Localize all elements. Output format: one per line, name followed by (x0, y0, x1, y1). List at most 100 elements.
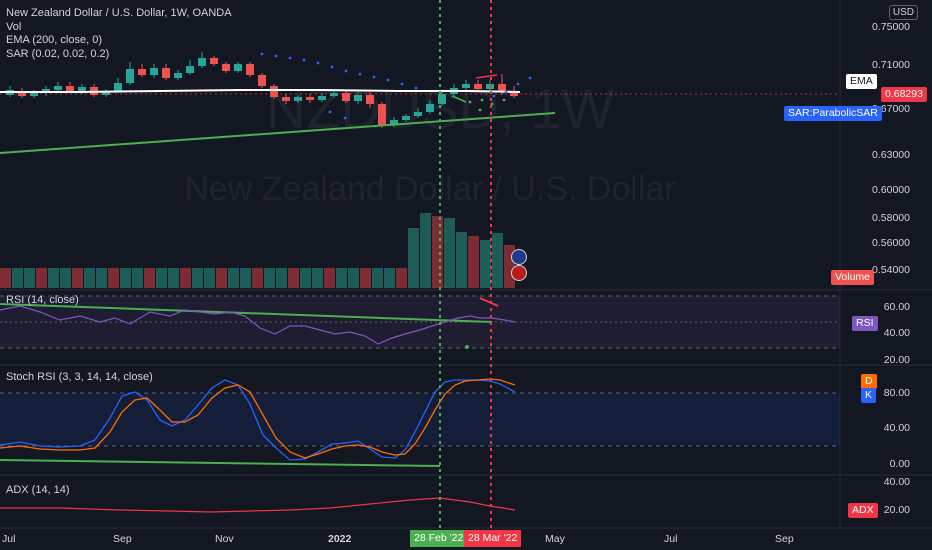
volume-bar (180, 268, 191, 288)
candle (342, 93, 350, 101)
volume-bar (336, 268, 347, 288)
sar-dot (260, 52, 264, 56)
volume-bar (312, 268, 323, 288)
sar-dot (302, 58, 306, 62)
volume-bar (372, 268, 383, 288)
date-badge-red[interactable]: 28 Mar '22 (464, 530, 522, 547)
candle (102, 91, 110, 95)
volume-tag[interactable]: Volume (831, 270, 875, 285)
rsi-trendline[interactable] (0, 303, 493, 323)
volume-bar (456, 232, 467, 288)
candle (114, 83, 122, 91)
sar-dot (316, 61, 320, 65)
rsi-tag[interactable]: RSI (852, 316, 878, 331)
price-tick: 0.71000 (872, 59, 910, 71)
candle (354, 95, 362, 101)
price-divergence-line-green[interactable] (451, 95, 467, 103)
price-tick: 0.56000 (872, 237, 910, 249)
sar-dot (504, 90, 508, 94)
volume-bar (492, 233, 503, 288)
sar-dot (516, 82, 520, 86)
adx-tag[interactable]: ADX (848, 503, 878, 518)
us-flag-icon[interactable] (511, 265, 527, 281)
volume-bar (132, 268, 143, 288)
candle (198, 58, 206, 66)
volume-bar (36, 268, 47, 288)
volume-bar (300, 268, 311, 288)
volume-bar (84, 268, 95, 288)
rsi-marker-dot (465, 345, 469, 349)
volume-bar (192, 268, 203, 288)
price-tick: 0.75000 (872, 21, 910, 33)
volume-bar (24, 268, 35, 288)
candle (306, 97, 314, 100)
sar-dot (400, 82, 404, 86)
price-trendline[interactable] (0, 112, 556, 154)
sar-dot (328, 110, 332, 114)
candle (330, 93, 338, 96)
sar-dot (478, 108, 482, 112)
indicator-ema-label[interactable]: EMA (200, close, 0) (6, 34, 102, 46)
price-divergence-line[interactable] (475, 74, 498, 79)
volume-bar (228, 268, 239, 288)
indicator-vol-label[interactable]: Vol (6, 20, 22, 33)
volume-bar (216, 268, 227, 288)
stoch-pane-title[interactable]: Stoch RSI (3, 3, 14, 14, close) (6, 371, 153, 383)
stoch-tick: 40.00 (883, 422, 910, 434)
candle (150, 68, 158, 75)
symbol-title[interactable]: New Zealand Dollar / U.S. Dollar, 1W, OA… (6, 7, 232, 19)
currency-button[interactable]: USD (888, 5, 918, 20)
sar-tag[interactable]: SAR:ParabolicSAR (784, 106, 882, 121)
volume-bar (264, 268, 275, 288)
candle (78, 87, 86, 91)
volume-bar (240, 268, 251, 288)
stoch-k-tag[interactable]: K (861, 388, 877, 403)
volume-bar (204, 268, 215, 288)
stoch-trendline[interactable] (0, 459, 441, 467)
candle (282, 97, 290, 101)
candle (510, 92, 518, 96)
volume-bar (504, 245, 515, 288)
candle (438, 94, 446, 104)
candle (426, 104, 434, 112)
sar-dot (288, 56, 292, 60)
indicator-sar-label[interactable]: SAR (0.02, 0.02, 0.2) (6, 47, 110, 60)
volume-bar (432, 216, 443, 288)
chart-legend: New Zealand Dollar / U.S. Dollar, 1W, OA… (6, 7, 232, 61)
candle (366, 95, 374, 104)
volume-bar (420, 213, 431, 288)
volume-bar (324, 268, 335, 288)
ema-tag[interactable]: EMA (846, 74, 877, 89)
volume-bar (60, 268, 71, 288)
sar-dot (502, 98, 506, 102)
price-tick: 0.58000 (872, 212, 910, 224)
rsi-divergence-line[interactable] (479, 297, 499, 307)
candle (378, 104, 386, 125)
candle (210, 58, 218, 64)
nz-flag-icon[interactable] (511, 249, 527, 265)
rsi-tick: 40.00 (883, 327, 910, 339)
sar-dot (274, 54, 278, 58)
volume-bar (276, 268, 287, 288)
candle (66, 86, 74, 91)
volume-bar (396, 268, 407, 288)
date-badge-green[interactable]: 28 Feb '22 (410, 530, 468, 547)
current-price-tag[interactable]: 0.68293 (881, 87, 927, 102)
candle (294, 97, 302, 101)
candle (138, 69, 146, 75)
stoch-d-tag[interactable]: D (861, 374, 877, 389)
volume-bar (468, 236, 479, 288)
sar-dot (344, 69, 348, 73)
sar-dot (330, 65, 334, 69)
volume-bar (252, 268, 263, 288)
adx-tick: 20.00 (883, 504, 910, 516)
volume-bar (384, 268, 395, 288)
sar-dot (386, 78, 390, 82)
rsi-tick: 20.00 (883, 354, 910, 366)
time-label: Nov (215, 533, 234, 545)
volume-bar (96, 268, 107, 288)
rsi-pane-title[interactable]: RSI (14, close) (6, 294, 79, 306)
candle (318, 96, 326, 100)
adx-pane-title[interactable]: ADX (14, 14) (6, 484, 70, 496)
